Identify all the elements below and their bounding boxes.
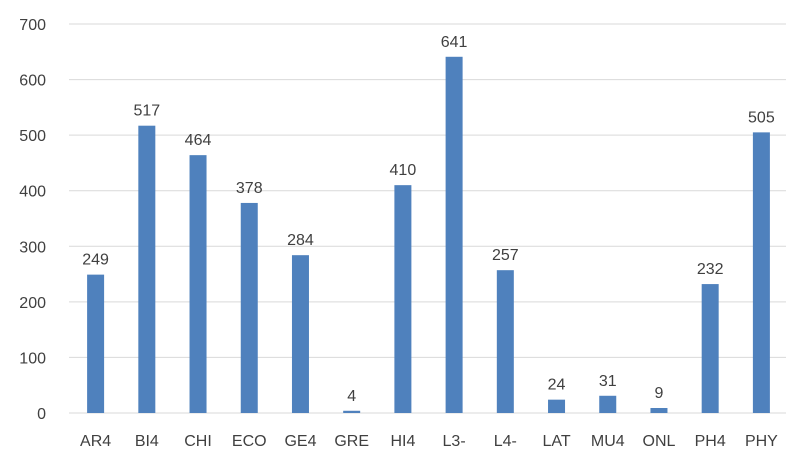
- bar-PH4: [701, 284, 719, 413]
- x-tick-label-GE4: GE4: [284, 433, 316, 450]
- bar-HI4: [394, 185, 412, 413]
- bar-MU4: [599, 395, 617, 413]
- bar-PHY: [752, 132, 770, 413]
- data-label-BI4: 517: [133, 103, 160, 120]
- bar-L4-: [496, 270, 514, 413]
- bar-LAT: [548, 399, 566, 413]
- data-label-ONL: 9: [655, 385, 664, 402]
- data-label-AR4: 249: [82, 252, 109, 269]
- data-label-PHY: 505: [748, 109, 775, 126]
- y-tick-label: 300: [19, 239, 46, 256]
- data-label-ECO: 378: [236, 180, 263, 197]
- x-tick-label-HI4: HI4: [390, 433, 415, 450]
- y-axis-tick-labels: 0 100 200 300 400 500 600 700: [19, 17, 46, 423]
- data-label-LAT: 24: [548, 377, 566, 394]
- y-tick-label: 600: [19, 73, 46, 90]
- bar-GE4: [291, 255, 309, 413]
- data-label-MU4: 31: [599, 373, 617, 390]
- bar-CHI: [189, 155, 207, 414]
- gridlines: [69, 23, 786, 414]
- x-tick-label-ECO: ECO: [232, 433, 267, 450]
- data-labels: 249 517 464 378 284 4 410 641 257 24 31 9 232 505: [82, 34, 775, 405]
- y-tick-label: 500: [19, 128, 46, 145]
- y-tick-label: 400: [19, 184, 46, 201]
- x-tick-label-CHI: CHI: [184, 433, 212, 450]
- bar-GRE: [343, 410, 361, 413]
- x-tick-label-GRE: GRE: [334, 433, 369, 450]
- bars: [87, 56, 770, 414]
- x-tick-label-LAT: LAT: [542, 433, 570, 450]
- data-label-CHI: 464: [185, 132, 212, 149]
- x-axis-tick-labels: AR4 BI4 CHI ECO GE4 GRE HI4 L3- L4- LAT MU4 ONL PH4 P…: [80, 433, 778, 450]
- x-tick-label-PHY: PHY: [745, 433, 778, 450]
- y-tick-label: 200: [19, 295, 46, 312]
- x-tick-label-PH4: PH4: [695, 433, 726, 450]
- bar-ONL: [650, 407, 668, 413]
- bar-BI4: [138, 125, 156, 414]
- data-label-HI4: 410: [390, 162, 417, 179]
- data-label-PH4: 232: [697, 261, 724, 278]
- data-label-L3-: 641: [441, 34, 468, 51]
- x-tick-label-L3-: L3-: [443, 433, 466, 450]
- y-tick-label: 100: [19, 350, 46, 367]
- data-label-GRE: 4: [347, 388, 356, 405]
- bar-L3-: [445, 56, 463, 414]
- x-tick-label-MU4: MU4: [591, 433, 625, 450]
- x-tick-label-L4-: L4-: [494, 433, 517, 450]
- x-tick-label-AR4: AR4: [80, 433, 111, 450]
- data-label-GE4: 284: [287, 232, 314, 249]
- y-tick-label: 700: [19, 17, 46, 34]
- y-tick-label: 0: [37, 406, 46, 423]
- bar-ECO: [240, 202, 258, 413]
- x-tick-label-ONL: ONL: [643, 433, 676, 450]
- x-tick-label-BI4: BI4: [135, 433, 159, 450]
- bar-AR4: [87, 274, 105, 413]
- data-label-L4-: 257: [492, 247, 519, 264]
